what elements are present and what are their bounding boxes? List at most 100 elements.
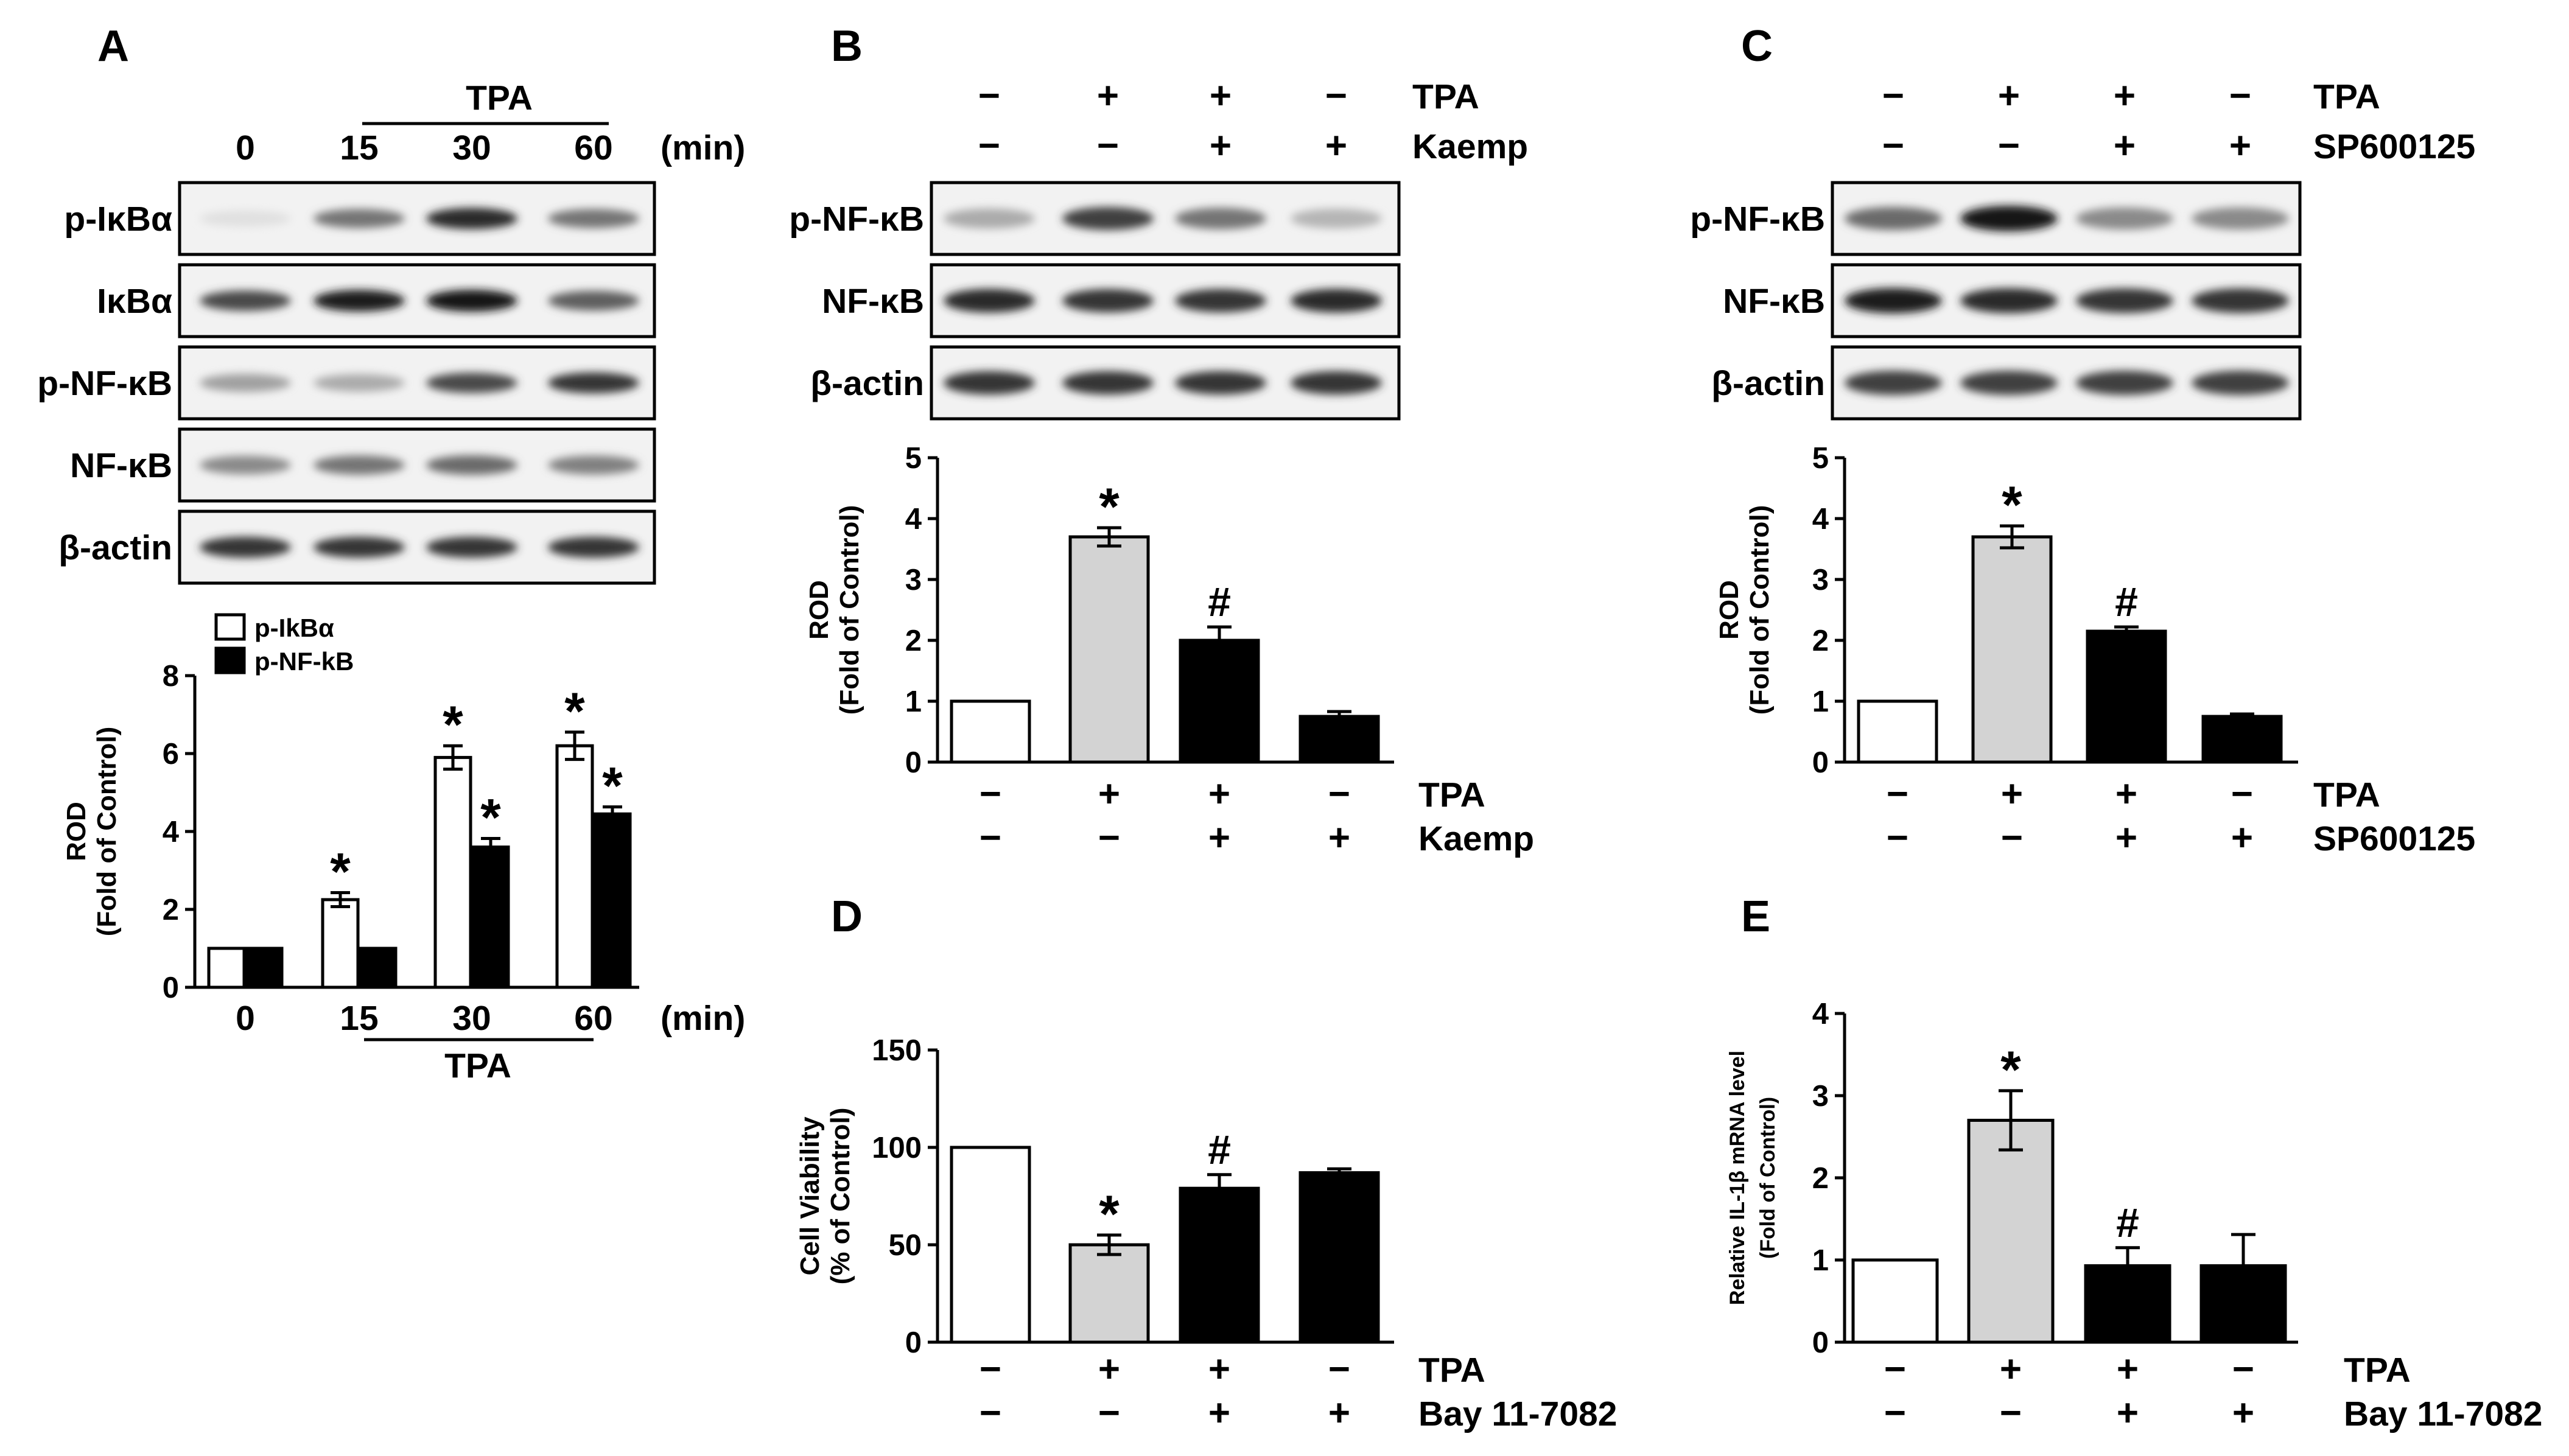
y-tick-label: 50 [888, 1229, 922, 1262]
blot-band [1845, 371, 1942, 395]
blot-a-time-15: 15 [340, 128, 378, 167]
treatment-sign: − [2232, 1348, 2254, 1390]
treatment-sign: − [1882, 125, 1904, 167]
treatment-sign: − [980, 1392, 1001, 1434]
legend-label: p-IkBα [254, 614, 334, 642]
blot-band [2192, 371, 2289, 395]
bar [555, 744, 594, 989]
bar [207, 947, 246, 989]
y-tick-label: 3 [905, 564, 922, 597]
y-tick-label: 2 [1812, 625, 1829, 657]
blot-row-label: p-NF-κB [789, 200, 924, 239]
bar [1299, 1171, 1380, 1344]
y-tick-label: 0 [905, 746, 922, 779]
blot-c: p-NF-κB NF-κB β-actin − + + − TPA − − + + SP600125 [1690, 75, 2475, 421]
blot-band [548, 372, 639, 394]
y-axis-label: (% of Control) [825, 1108, 855, 1285]
blot-band [314, 536, 405, 558]
bar [1068, 535, 1150, 764]
treatment-sign: − [2001, 817, 2023, 859]
blot-row-label: β-actin [1711, 364, 1825, 403]
y-tick-label: 3 [1812, 1080, 1829, 1113]
blot-band [944, 208, 1035, 229]
treatment-sign: − [1887, 817, 1908, 859]
bar [2084, 1264, 2171, 1344]
treatment-sign: − [1882, 75, 1904, 117]
blot-band [314, 290, 405, 312]
y-axis-label: ROD [804, 580, 834, 640]
treatment-sign: − [1884, 1348, 1906, 1390]
y-tick-label: 8 [163, 660, 179, 693]
bar [471, 845, 510, 989]
treatment-label: TPA [1418, 1351, 1485, 1390]
blot-row-label: IκBα [97, 282, 172, 321]
treatment-sign: − [2229, 75, 2251, 117]
blot-band [314, 455, 405, 475]
blot-band [1960, 371, 2058, 395]
blot-band [1062, 289, 1154, 313]
chart-a: 0 2 4 6 8 ROD (Fold of Control) * * * * * 0 15 30 60 (mi… [61, 613, 745, 1085]
treatment-label: Bay 11-7082 [1418, 1395, 1617, 1433]
x-tick-label: 15 [340, 999, 378, 1038]
treatment-label: SP600125 [2313, 819, 2475, 858]
treatment-label: TPA [2313, 77, 2380, 116]
y-axis-label: ROD [1714, 580, 1744, 640]
treatment-sign: + [1328, 817, 1350, 859]
significance-mark: # [2116, 1200, 2139, 1246]
blot-band [548, 290, 639, 311]
treatment-sign: + [1210, 125, 1232, 167]
treatment-sign: + [2000, 1348, 2022, 1390]
blot-band [314, 374, 405, 392]
blot-band [200, 455, 291, 475]
bar [2199, 1264, 2287, 1344]
blot-band [426, 536, 517, 558]
treatment-sign: + [1208, 1392, 1230, 1434]
treatment-sign: − [1098, 1392, 1120, 1434]
y-tick-label: 1 [1812, 1244, 1829, 1277]
y-tick-label: 4 [1812, 503, 1829, 536]
treatment-sign: + [2001, 773, 2023, 815]
y-axis-label: ROD [61, 802, 91, 861]
significance-mark: * [330, 842, 351, 901]
blot-band [314, 209, 405, 228]
blot-band [200, 536, 291, 558]
blot-row-label: p-NF-κB [37, 364, 172, 403]
blot-band [1175, 371, 1266, 395]
treatment-label: Bay 11-7082 [2344, 1395, 2542, 1433]
blot-band [426, 373, 517, 393]
bar [1299, 715, 1380, 764]
treatment-sign: − [2000, 1392, 2022, 1434]
treatment-sign: + [1097, 75, 1119, 117]
blot-band [2076, 207, 2173, 230]
treatment-label: TPA [2313, 775, 2380, 814]
x-tick-label: 30 [452, 999, 491, 1038]
y-tick-label: 0 [905, 1326, 922, 1359]
treatment-sign: + [1325, 125, 1347, 167]
y-tick-label: 6 [163, 738, 179, 771]
y-tick-label: 0 [1812, 1326, 1829, 1359]
bar [2086, 629, 2167, 764]
treatment-sign: + [2115, 817, 2137, 859]
treatment-sign: − [1328, 773, 1350, 815]
significance-mark: * [2002, 476, 2022, 534]
treatment-sign: − [1884, 1392, 1906, 1434]
treatment-sign: − [1325, 75, 1347, 117]
y-tick-label: 5 [905, 442, 922, 475]
y-tick-label: 0 [1812, 746, 1829, 779]
significance-mark: # [2115, 579, 2138, 625]
bar [1179, 639, 1260, 764]
y-axis-label: (Fold of Control) [1756, 1097, 1779, 1259]
treatment-sign: + [2232, 1392, 2254, 1434]
treatment-sign: − [1097, 125, 1119, 167]
treatment-sign: + [1098, 1348, 1120, 1390]
blot-a-time-0: 0 [236, 128, 255, 167]
blot-band [1175, 289, 1266, 313]
treatment-sign: + [1998, 75, 2020, 117]
treatment-sign: + [2114, 125, 2136, 167]
treatment-sign: + [2229, 125, 2251, 167]
y-tick-label: 2 [163, 894, 179, 926]
blot-band [2076, 371, 2173, 395]
treatment-sign: − [1328, 1348, 1350, 1390]
blot-band [2192, 207, 2289, 230]
